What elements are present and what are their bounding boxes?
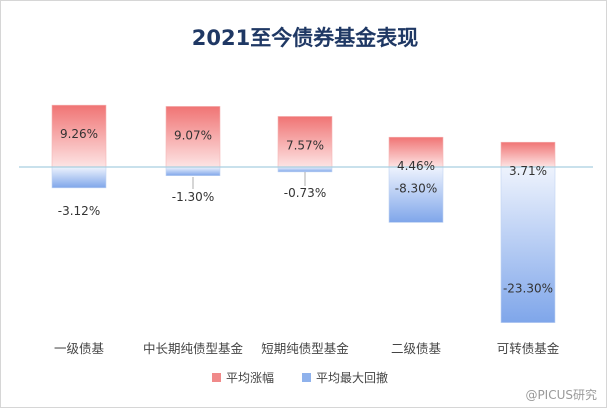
data-label-avg-gain-5: 3.71% <box>509 164 547 178</box>
data-label-avg-gain-2: 9.07% <box>174 128 212 142</box>
data-label-avg-gain-3: 7.57% <box>286 138 324 152</box>
labels-layer: 9.26% -3.12% 一级债基 9.07% -1.30% 中长期纯债型基金 7.57% -… <box>54 127 560 356</box>
category-label-1: 一级债基 <box>54 341 105 356</box>
data-label-max-drawdown-3: -0.73% <box>284 186 326 200</box>
watermark: @PICUS研究 <box>522 385 600 404</box>
data-label-max-drawdown-5: -23.30% <box>503 282 553 296</box>
category-label-4: 二级债基 <box>391 341 442 356</box>
data-label-avg-gain-4: 4.46% <box>397 159 435 173</box>
category-label-5: 可转债基金 <box>497 341 560 356</box>
bar-avg-gain-4 <box>388 136 444 168</box>
chart-title: 2021至今债券基金表现 <box>192 26 418 50</box>
bar-max-drawdown-1 <box>51 166 107 189</box>
bars-layer <box>51 104 556 323</box>
data-label-avg-gain-1: 9.26% <box>60 127 98 141</box>
bar-avg-gain-5 <box>500 141 556 168</box>
category-label-2: 中长期纯债型基金 <box>143 341 244 356</box>
bar-max-drawdown-4 <box>388 166 444 223</box>
bar-max-drawdown-2 <box>165 166 221 176</box>
bar-avg-gain-2 <box>165 106 221 168</box>
bar-max-drawdown-5 <box>500 166 556 323</box>
legend-label-max-drawdown: 平均最大回撤 <box>316 370 388 385</box>
data-label-max-drawdown-2: -1.30% <box>172 190 214 204</box>
data-label-max-drawdown-4: -8.30% <box>395 181 437 195</box>
bar-avg-gain-1 <box>51 104 107 168</box>
bar-max-drawdown-3 <box>277 166 333 173</box>
legend-swatch-avg-gain <box>212 373 221 382</box>
legend-label-avg-gain: 平均涨幅 <box>226 370 274 385</box>
category-label-3: 短期纯债型基金 <box>261 341 349 356</box>
legend-swatch-max-drawdown <box>302 373 311 382</box>
legend: 平均涨幅 平均最大回撤 <box>212 370 388 385</box>
data-label-max-drawdown-1: -3.12% <box>58 204 100 218</box>
